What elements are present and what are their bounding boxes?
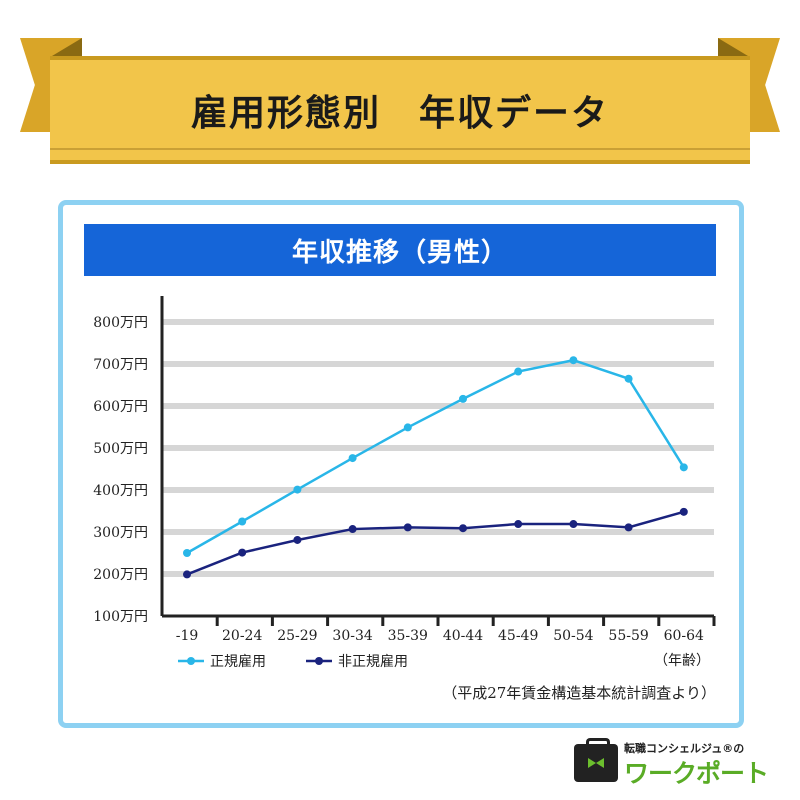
data-point [459,524,467,533]
data-point [569,520,578,529]
y-tick-label: 100万円 [93,609,148,625]
x-tick-label: -19 [176,628,199,644]
legend-label: 正規雇用 [210,653,266,670]
chart-header: 年収推移（男性） [84,224,716,276]
source-note: （平成27年賃金構造基本統計調査より） [442,684,716,702]
data-point [238,517,247,526]
data-point [183,549,191,557]
x-tick-label: 50-54 [553,628,593,644]
x-tick-label: 55-59 [608,628,648,644]
data-point [514,367,523,376]
legend: 正規雇用 非正規雇用 [178,653,408,670]
y-tick-label: 300万円 [93,525,148,541]
y-tick-label: 200万円 [93,567,148,583]
data-point [183,570,191,579]
series-line-1 [186,358,685,555]
data-point [348,454,357,463]
y-tick-labels: 100万円 200万円 300万円 400万円 500万円 600万円 700万円 800万円 [93,315,148,625]
logo-subtitle: 転職コンシェルジュ®の [624,742,745,755]
legend-swatch-marker [315,657,323,665]
x-tick-label: 40-44 [443,628,483,644]
title-banner: 雇用形態別 年収データ [50,56,750,164]
y-tick-label: 400万円 [93,483,148,499]
workport-logo: 転職コンシェルジュ®の ワークポート [574,738,784,788]
data-point [293,535,302,544]
data-point [514,520,523,529]
data-point [569,356,578,365]
x-tick-labels: -19 20-24 25-29 30-34 35-39 40-44 45-49 50-54 55… [176,628,704,644]
data-point [238,548,247,557]
axes [160,296,716,626]
x-tick-label: 20-24 [222,628,262,644]
briefcase-icon [574,738,618,782]
gridlines [162,319,714,577]
data-point [348,525,357,534]
series-line-2 [186,510,685,576]
x-tick-label: 30-34 [332,628,372,644]
chart-card [58,200,744,728]
series-layer [183,356,688,579]
x-axis-unit-label: （年齢） [654,653,710,669]
y-tick-label: 800万円 [93,315,148,331]
x-tick-label: 25-29 [277,628,317,644]
data-point [459,394,467,403]
logo-wordmark: ワークポート [624,759,769,788]
data-point [624,523,633,532]
data-point [293,485,302,494]
data-point [679,507,688,516]
banner-title: 雇用形態別 年収データ [190,92,609,134]
x-tick-label: 60-64 [664,628,704,644]
data-point [679,463,688,472]
chart-title: 年収推移（男性） [291,237,508,268]
data-point [403,523,412,532]
y-tick-label: 700万円 [93,357,148,373]
data-point [624,374,633,383]
x-tick-label: 35-39 [388,628,428,644]
y-tick-label: 500万円 [93,441,148,457]
legend-swatch-marker [187,657,195,665]
x-tick-label: 45-49 [498,628,538,644]
legend-label: 非正規雇用 [338,653,408,670]
y-tick-label: 600万円 [93,399,148,415]
data-point [403,423,412,432]
